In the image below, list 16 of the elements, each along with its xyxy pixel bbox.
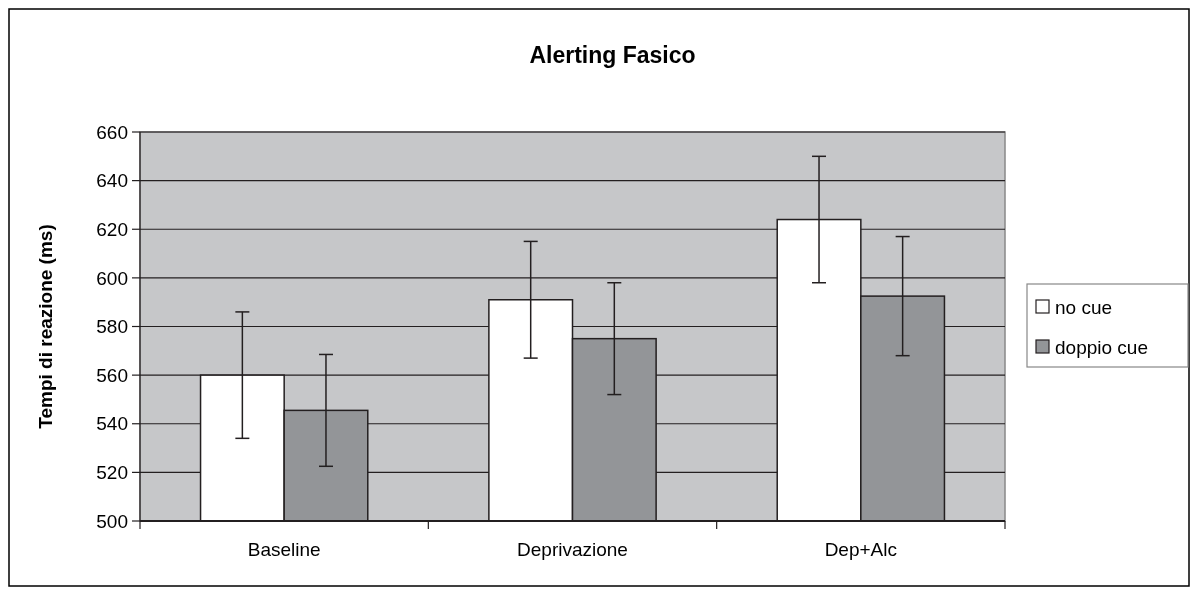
legend-label: no cue xyxy=(1055,296,1113,318)
x-tick-label: Deprivazione xyxy=(517,539,628,560)
y-tick-label: 540 xyxy=(96,413,128,435)
y-tick-label: 660 xyxy=(96,121,128,143)
y-tick-label: 500 xyxy=(96,510,128,532)
y-axis-title: Tempi di reazione (ms) xyxy=(35,224,56,429)
x-tick-label: Baseline xyxy=(247,539,321,560)
legend-label: doppio cue xyxy=(1055,336,1148,358)
x-tick-label: Dep+Alc xyxy=(824,539,898,560)
y-tick-label: 580 xyxy=(96,316,128,338)
y-tick-label: 620 xyxy=(96,218,128,240)
chart-title: Alerting Fasico xyxy=(529,42,696,68)
y-tick-label: 560 xyxy=(96,364,128,386)
y-tick-label: 600 xyxy=(96,267,128,289)
y-tick-label: 640 xyxy=(96,170,128,192)
y-tick-label: 520 xyxy=(96,462,128,484)
